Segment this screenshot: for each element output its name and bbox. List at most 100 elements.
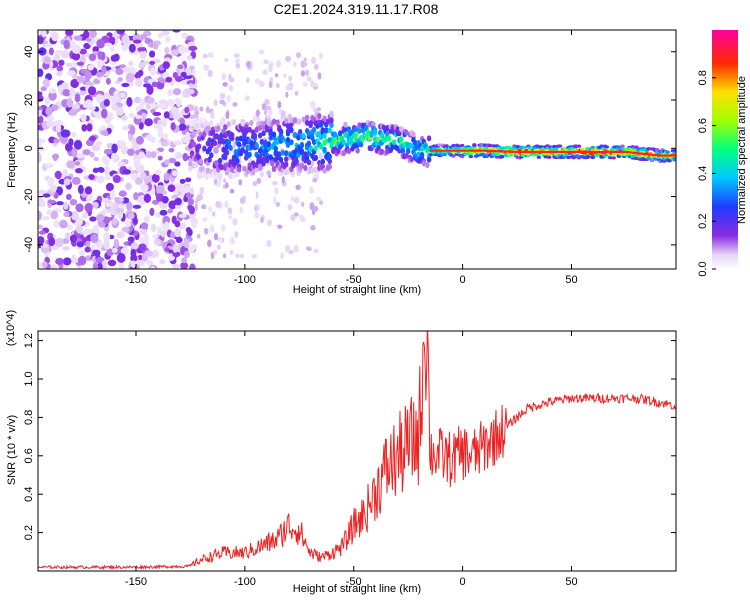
spectrogram-cell (313, 248, 319, 254)
spectrogram-cell (343, 121, 348, 128)
x-tick-label: -150 (125, 274, 147, 286)
spectrogram-cell (162, 61, 171, 69)
spectrogram-cell (185, 88, 195, 95)
spectrogram-cell (110, 54, 119, 62)
spectrogram-cell (38, 68, 44, 77)
spectrogram-cell (277, 151, 282, 158)
spectrogram-cell (213, 249, 218, 255)
spectrogram-cell (299, 148, 305, 155)
spectrogram-cell (261, 160, 266, 167)
spectrogram-cell (73, 139, 83, 150)
snr-y-label: SNR (10 * v/v) (6, 415, 18, 485)
spectrogram-cell (127, 236, 135, 243)
spectrogram-cell (207, 137, 212, 144)
spectrogram-cell (313, 145, 319, 152)
spectrogram-cell (324, 127, 329, 134)
spectrogram-cell (216, 134, 221, 141)
spectrogram-cell (164, 247, 170, 252)
spectrogram-cell (88, 30, 97, 39)
spectrogram-cell (421, 160, 427, 167)
spectrogram-cell (364, 124, 369, 131)
spectrogram-cell (256, 204, 260, 211)
spectrogram-cell (140, 222, 149, 230)
spectrogram-cell (38, 152, 42, 163)
x-tick-label: -100 (234, 576, 256, 588)
spectrogram-cell (310, 167, 315, 174)
spectrogram-cell (85, 196, 92, 202)
spectrogram-cell (75, 168, 83, 174)
spectrogram-cell (292, 61, 297, 67)
spectrogram-cell (459, 143, 465, 148)
spectrogram-cell (150, 265, 156, 269)
spectrogram-cell (386, 135, 392, 142)
spectrogram-cell (372, 129, 378, 136)
spectrogram-cell (268, 128, 273, 135)
y-tick-label: -40 (23, 237, 35, 253)
spectrogram-cell (411, 131, 416, 138)
spectrogram-cell (283, 73, 287, 78)
spectrogram-cell (88, 135, 97, 142)
spectrogram-cell (103, 148, 113, 155)
spectrogram-cell (287, 204, 293, 211)
x-tick-label: 0 (460, 576, 466, 588)
spectrogram-cell (48, 88, 57, 94)
spectrogram-cell (634, 145, 639, 149)
x-tick-label: -50 (346, 274, 362, 286)
spectrogram-cell (585, 147, 590, 151)
spectrogram-cell (197, 194, 203, 201)
spectrogram-cell (266, 219, 272, 227)
spectrogram-cell (590, 155, 596, 159)
spectrogram-cell (236, 166, 242, 173)
spectrogram-cell (271, 181, 278, 186)
spectrogram-cell (271, 118, 277, 125)
spectrogram-cell (84, 71, 92, 80)
spectrogram-cell (150, 136, 156, 144)
spectrogram-cell (38, 189, 47, 196)
spectrogram-cell (172, 263, 180, 269)
spectrogram-cell (149, 207, 155, 217)
spectrogram-cell (258, 50, 265, 55)
spectrogram-cell (205, 125, 211, 132)
spectrogram-cell (442, 153, 447, 157)
spectrogram-cell (272, 196, 277, 205)
spectrogram-cell (47, 177, 55, 187)
spectrogram-cell (151, 199, 160, 205)
spectrogram-cell (242, 195, 246, 200)
spectrogram-cell (111, 104, 119, 111)
spectrogram-cell (103, 239, 110, 250)
spectrogram-cell (164, 159, 171, 165)
spectrogram-cell (266, 145, 272, 152)
spectrogram-cell (188, 161, 193, 168)
spectrogram-cell (53, 220, 60, 228)
spectrogram-cell (149, 151, 157, 159)
spectrogram-cell (338, 130, 343, 137)
spectrogram-cell (207, 239, 212, 248)
spectrogram-cell (66, 160, 76, 169)
spectrogram-cell (159, 79, 167, 84)
spectrogram-cell (221, 73, 226, 81)
spectrogram-cell (329, 110, 334, 117)
spectrogram-cell (313, 107, 318, 113)
spectrogram-frame (37, 29, 677, 270)
spectrogram-cell (271, 165, 277, 172)
spectrogram-cell (224, 57, 229, 62)
spectrogram-cell (221, 224, 226, 232)
spectrogram-cell (104, 42, 113, 47)
spectrogram-cell (329, 121, 334, 128)
spectrogram-cell (174, 97, 181, 104)
spectrogram-cell (57, 84, 64, 94)
spectrogram-cell (153, 238, 162, 246)
spectrogram-cell (62, 238, 70, 245)
spectrogram-cell (160, 140, 169, 147)
spectrogram-cell (38, 262, 42, 268)
spectrogram-cell (119, 140, 127, 148)
spectrogram-cell (185, 177, 192, 183)
spectrogram-cell (209, 142, 214, 149)
spectrogram-cell (148, 50, 156, 58)
spectrogram-cell (275, 120, 280, 127)
spectrogram-cell (239, 253, 245, 259)
spectrogram-cell (188, 82, 194, 88)
spectrogram-cell (115, 208, 124, 213)
spectrogram-cell (357, 127, 362, 134)
spectrogram-cell (160, 229, 167, 238)
